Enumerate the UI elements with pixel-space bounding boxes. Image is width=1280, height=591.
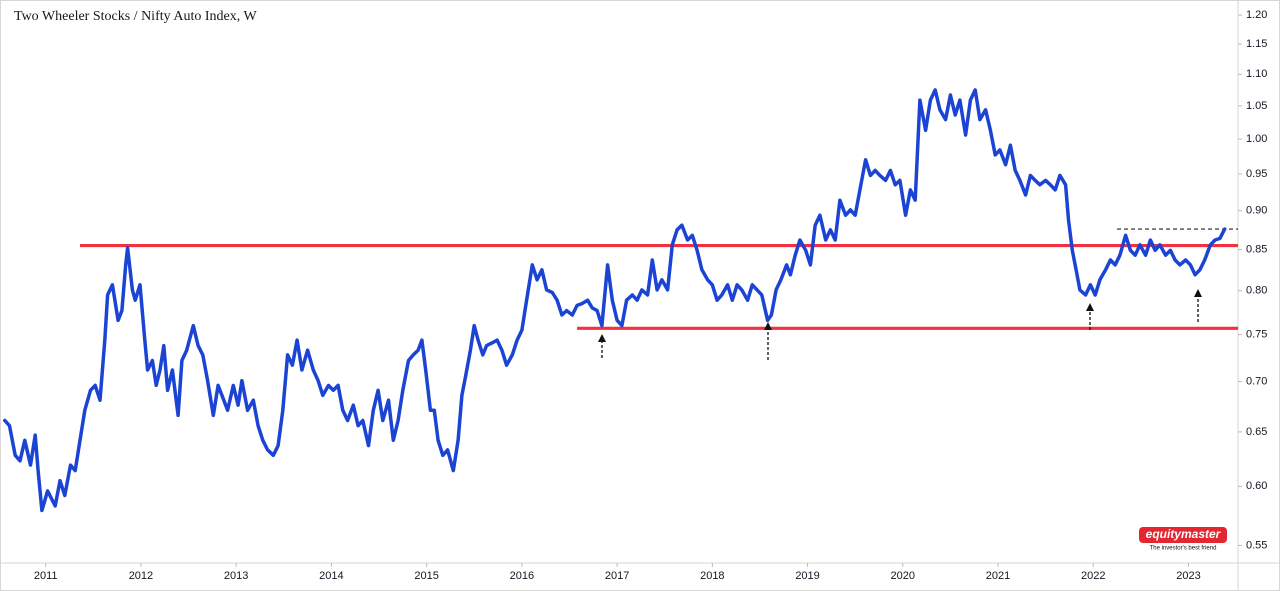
y-tick-label: 1.05 <box>1246 100 1267 112</box>
x-tick-label: 2015 <box>414 570 438 582</box>
x-tick-label: 2023 <box>1176 570 1200 582</box>
y-tick-label: 0.65 <box>1246 426 1267 438</box>
data-line <box>3 88 1227 513</box>
y-tick-label: 1.00 <box>1246 133 1267 145</box>
y-tick-label: 0.70 <box>1246 375 1267 387</box>
x-tick-label: 2022 <box>1081 570 1105 582</box>
x-tick-label: 2013 <box>224 570 248 582</box>
x-tick-label: 2014 <box>319 570 343 582</box>
x-tick-label: 2016 <box>510 570 534 582</box>
x-tick-label: 2011 <box>34 570 58 582</box>
y-tick-label: 0.85 <box>1246 243 1267 255</box>
y-tick-label: 1.10 <box>1246 68 1267 80</box>
x-tick-label: 2012 <box>129 570 153 582</box>
y-tick-label: 0.90 <box>1246 205 1267 217</box>
y-tick-label: 0.55 <box>1246 539 1267 551</box>
watermark-badge <box>1139 527 1227 543</box>
x-tick-label: 2021 <box>986 570 1010 582</box>
x-tick-label: 2020 <box>891 570 915 582</box>
y-tick-label: 0.95 <box>1246 168 1267 180</box>
watermark-tagline: The investor's best friend <box>1150 546 1217 552</box>
chart-title: Two Wheeler Stocks / Nifty Auto Index, W <box>14 9 257 24</box>
watermark-brand: equitymaster <box>1146 527 1222 541</box>
x-tick-label: 2017 <box>605 570 629 582</box>
x-tick-label: 2019 <box>795 570 819 582</box>
y-tick-label: 1.20 <box>1246 9 1267 21</box>
x-tick-label: 2018 <box>700 570 724 582</box>
y-tick-label: 0.80 <box>1246 285 1267 297</box>
y-tick-label: 1.15 <box>1246 38 1267 50</box>
y-tick-label: 0.75 <box>1246 329 1267 341</box>
y-tick-label: 0.60 <box>1246 480 1267 492</box>
